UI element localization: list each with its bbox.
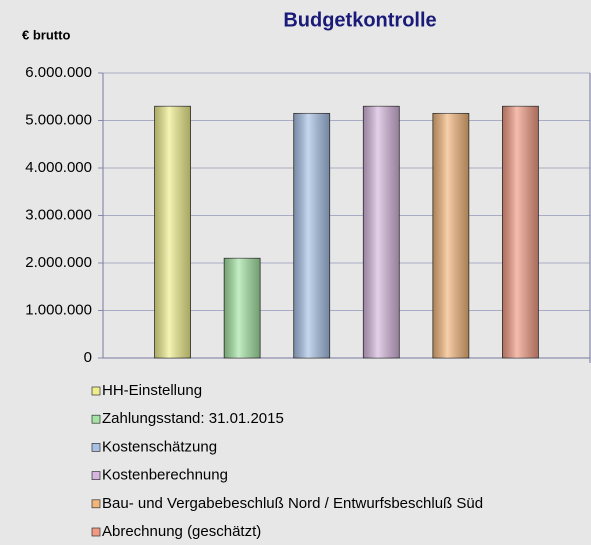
legend-label: HH-Einstellung — [102, 382, 202, 399]
legend-swatch — [91, 443, 101, 452]
bar-highlight — [293, 113, 330, 358]
bar-highlight — [224, 258, 261, 358]
legend-swatch — [91, 527, 101, 537]
legend-label: Kostenschätzung — [102, 438, 217, 455]
legend-swatch — [91, 499, 101, 509]
y-tick-label: 6.000.000 — [25, 64, 92, 81]
y-tick-label: 3.000.000 — [25, 206, 92, 223]
legend-swatch — [91, 471, 101, 480]
legend-label: Abrechnung (geschätzt) — [102, 523, 261, 540]
y-tick-label: 1.000.000 — [25, 301, 92, 318]
y-axis-label: € brutto — [22, 27, 70, 42]
legend-label: Zahlungsstand: 31.01.2015 — [102, 410, 284, 427]
bar-highlight — [502, 106, 539, 358]
y-tick-label: 2.000.000 — [25, 254, 92, 271]
legend-swatch — [91, 386, 101, 396]
y-tick-label: 0 — [84, 349, 92, 366]
bar-highlight — [363, 106, 400, 358]
legend-label: Kostenberechnung — [102, 467, 228, 484]
bar-highlight — [432, 113, 469, 358]
legend-label: Bau- und Vergabebeschluß Nord / Entwurfs… — [102, 495, 483, 512]
bar-highlight — [154, 106, 191, 358]
chart-title: Budgetkontrolle — [283, 9, 436, 31]
legend-swatch — [91, 414, 101, 424]
y-tick-label: 5.000.000 — [25, 111, 92, 128]
y-tick-label: 4.000.000 — [25, 159, 92, 176]
